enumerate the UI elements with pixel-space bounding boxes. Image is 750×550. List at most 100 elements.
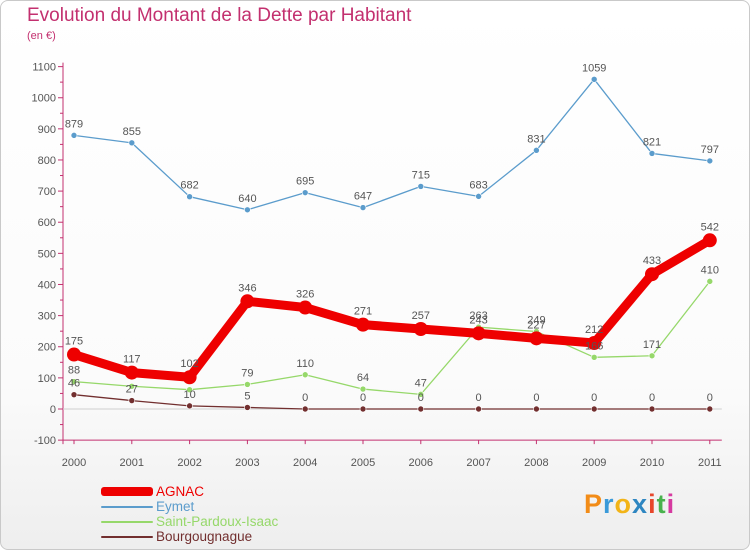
data-point-eymet	[533, 147, 540, 154]
data-point-agnac	[529, 331, 544, 346]
legend-item: AGNAC	[101, 484, 278, 499]
x-tick-label: 2006	[409, 457, 433, 469]
data-point-agnac	[356, 317, 370, 332]
x-tick-label: 2004	[293, 457, 317, 469]
y-tick-label: 100	[38, 373, 56, 385]
data-point-eymet	[417, 183, 425, 190]
data-point-saint-pardoux-isaac	[128, 382, 136, 390]
data-label-bourgougnague: 46	[68, 378, 80, 390]
data-label-saint-pardoux-isaac: 249	[527, 314, 545, 326]
data-label-eymet: 1059	[582, 62, 606, 74]
data-label-bourgougnague: 0	[302, 392, 308, 404]
logo-letter: o	[614, 489, 633, 519]
legend-swatch	[101, 520, 153, 523]
series-line-saint-pardoux-isaac	[73, 280, 711, 396]
x-tick-label: 2002	[177, 457, 201, 469]
data-point-bourgougnague	[301, 405, 309, 413]
data-point-saint-pardoux-isaac	[417, 391, 425, 398]
data-label-bourgougnague: 27	[126, 384, 138, 396]
data-point-saint-pardoux-isaac	[706, 278, 714, 285]
data-point-eymet	[301, 189, 309, 196]
data-point-bourgougnague	[590, 405, 598, 413]
data-point-agnac	[413, 321, 428, 336]
logo-letter: r	[603, 489, 615, 519]
data-point-eymet	[590, 76, 598, 83]
data-point-agnac	[67, 347, 81, 362]
legend-label: AGNAC	[156, 484, 205, 499]
data-label-saint-pardoux-isaac: 47	[415, 377, 427, 389]
proxiti-logo: Proxiti	[584, 489, 675, 520]
axes: -100010020030040050060070080090010001100…	[32, 62, 722, 469]
legend-swatch	[101, 535, 153, 538]
legend: AGNAC Eymet Saint-Pardoux-Isaac Bourgougnag…	[101, 484, 278, 544]
data-label-saint-pardoux-isaac: 79	[241, 367, 253, 379]
x-tick-label: 2009	[582, 457, 606, 469]
x-tick-label: 2001	[120, 457, 144, 469]
data-point-eymet	[70, 132, 78, 139]
x-tick-label: 2003	[235, 457, 259, 469]
legend-item: Bourgougnague	[101, 529, 278, 544]
data-point-agnac	[182, 370, 197, 385]
data-label-saint-pardoux-isaac: 263	[469, 310, 487, 322]
data-point-bourgougnague	[244, 404, 251, 411]
y-tick-label: 0	[50, 404, 56, 416]
logo-letter: i	[666, 489, 676, 519]
data-label-agnac: 227	[527, 319, 545, 331]
data-point-agnac	[587, 336, 602, 351]
data-label-saint-pardoux-isaac: 88	[68, 365, 80, 377]
data-label-agnac: 175	[65, 336, 83, 348]
data-label-bourgougnague: 0	[649, 392, 655, 404]
y-tick-label: 800	[38, 155, 56, 167]
data-point-saint-pardoux-isaac	[244, 381, 251, 388]
series-line-bourgougnague	[73, 394, 711, 410]
data-label-agnac: 433	[643, 255, 661, 267]
x-tick-label: 2008	[524, 457, 548, 469]
data-label-agnac: 102	[180, 358, 198, 370]
data-point-bourgougnague	[128, 397, 136, 404]
logo-letter: x	[632, 489, 649, 519]
data-label-bourgougnague: 0	[418, 392, 424, 404]
data-label-eymet: 879	[65, 118, 83, 130]
legend-label: Saint-Pardoux-Isaac	[156, 514, 279, 529]
data-point-agnac	[645, 267, 659, 282]
chart-subtitle: (en €)	[27, 30, 56, 42]
data-point-saint-pardoux-isaac	[359, 385, 367, 393]
y-tick-label: 1100	[32, 62, 56, 74]
data-label-saint-pardoux-isaac: 110	[296, 358, 314, 370]
data-label-eymet: 715	[412, 169, 430, 181]
data-point-bourgougnague	[417, 405, 425, 413]
data-label-agnac: 346	[238, 282, 256, 294]
data-label-eymet: 821	[643, 136, 661, 148]
legend-swatch	[101, 505, 153, 508]
logo-letter: P	[584, 489, 604, 519]
data-label-eymet: 682	[180, 180, 198, 192]
data-point-eymet	[359, 204, 367, 211]
data-label-eymet: 831	[527, 133, 545, 145]
x-tick-label: 2007	[466, 457, 490, 469]
data-label-bourgougnague: 0	[476, 392, 482, 404]
data-label-agnac: 542	[701, 221, 719, 233]
x-tick-label: 2005	[351, 457, 375, 469]
data-point-eymet	[706, 157, 714, 165]
data-point-eymet	[648, 150, 656, 157]
data-label-saint-pardoux-isaac: 410	[701, 264, 719, 276]
data-label-eymet: 640	[238, 193, 256, 205]
data-label-bourgougnague: 0	[707, 392, 713, 404]
y-tick-label: -100	[34, 435, 56, 447]
data-label-eymet: 695	[296, 176, 314, 188]
data-point-saint-pardoux-isaac	[301, 371, 309, 379]
data-label-agnac: 257	[412, 310, 430, 322]
data-point-eymet	[475, 193, 482, 200]
y-tick-label: 700	[38, 186, 56, 198]
data-point-agnac	[702, 233, 717, 248]
y-tick-label: 900	[38, 124, 56, 136]
series-line-agnac	[69, 235, 715, 382]
data-point-bourgougnague	[475, 405, 482, 413]
data-label-agnac: 326	[296, 289, 314, 301]
data-point-eymet	[244, 206, 251, 214]
data-point-saint-pardoux-isaac	[648, 352, 656, 360]
data-point-saint-pardoux-isaac	[590, 354, 598, 361]
data-point-saint-pardoux-isaac	[70, 378, 78, 385]
